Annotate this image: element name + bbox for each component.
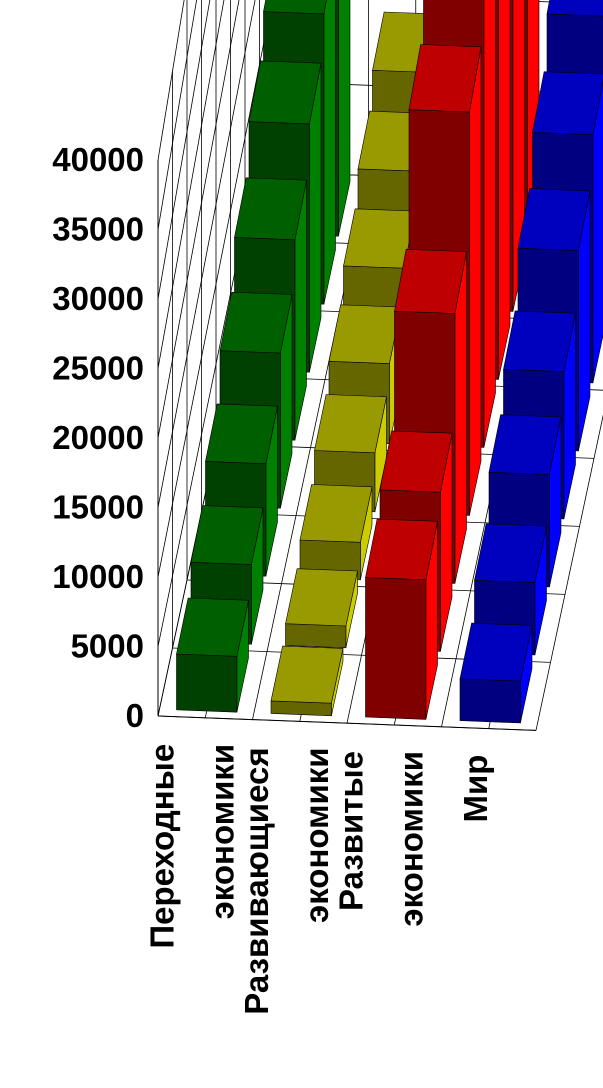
bar-top-face: [248, 60, 322, 125]
bar-top-face: [285, 568, 358, 627]
bar-top-face: [263, 0, 327, 15]
bar-front-face: [176, 653, 238, 713]
y-tick-label: 25000: [52, 350, 144, 387]
gridline-y-3: [157, 0, 256, 508]
bar-top-face: [503, 310, 576, 372]
x-category-label: экономики: [298, 747, 335, 923]
bar-cat2-row0: [365, 518, 438, 720]
y-axis-tick-labels: 0 5000 10000 15000 20000 25000 30000 35000 40000: [52, 141, 144, 734]
x-category-label: Мир: [457, 755, 494, 823]
x-category-label: экономики: [392, 751, 429, 927]
bar-front-face: [285, 623, 347, 649]
bar-top-face: [365, 518, 438, 581]
bar-top-face: [517, 188, 591, 251]
bar-top-face: [394, 248, 467, 314]
bar-top-face: [546, 0, 603, 17]
bar-top-face: [314, 394, 387, 454]
bar-side-face: [483, 0, 496, 448]
x-category-label: Развивающиеся: [238, 747, 275, 1014]
bar-top-face: [459, 622, 533, 682]
bar-cat1-row2: [299, 484, 373, 581]
y-tick-label: 20000: [52, 419, 144, 456]
bar-top-face: [408, 44, 482, 113]
bar-top-face: [328, 304, 402, 364]
bar-side-face: [469, 46, 482, 516]
bar-top-face: [488, 414, 562, 475]
bar-front-face: [365, 577, 427, 720]
bar-top-face: [234, 177, 307, 241]
x-category-label: Развитые: [332, 751, 369, 911]
y-tick-label: 0: [126, 697, 144, 734]
x-category-label: Переходные: [143, 744, 180, 949]
bar-top-face: [299, 484, 373, 543]
bar-top-face: [176, 597, 249, 657]
y-tick-label: 15000: [52, 489, 144, 526]
bar-front-face: [459, 678, 521, 724]
bar-side-face: [338, 0, 351, 237]
bar-cat0-row0: [176, 597, 249, 713]
bar-cat1-row0: [270, 645, 344, 717]
gridline-floor-cat-8: [535, 414, 603, 731]
bar-side-face: [498, 0, 511, 380]
bar-side-face: [323, 0, 336, 305]
bar-top-face: [532, 71, 603, 136]
bar-top-face: [219, 291, 293, 354]
y-tick-label: 30000: [52, 280, 144, 317]
bar-top-face: [205, 403, 278, 465]
chart-bars: [176, 0, 603, 724]
bar-top-face: [379, 430, 453, 493]
bar-top-face: [270, 645, 344, 704]
bar-cat1-row1: [285, 568, 358, 649]
gridline-y-6: [157, 0, 211, 300]
y-tick-label: 10000: [52, 558, 144, 595]
bar-top-face: [474, 523, 547, 583]
y-tick-label: 35000: [52, 211, 144, 248]
bar-top-face: [190, 505, 264, 565]
y-tick-label: 40000: [52, 141, 144, 178]
bar-cat3-row0: [459, 622, 533, 724]
gridline-y-5: [157, 0, 225, 369]
gridline-y-4: [157, 0, 240, 439]
x-category-label: экономики: [203, 744, 240, 920]
y-tick-label: 5000: [71, 628, 144, 665]
